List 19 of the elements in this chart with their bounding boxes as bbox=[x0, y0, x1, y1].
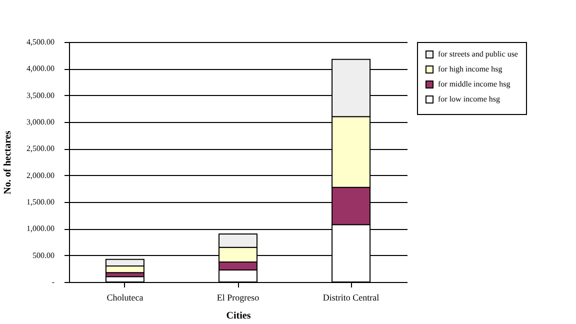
y-tick-label: 4,500.00 bbox=[26, 38, 54, 46]
y-tick-label: 2,500.00 bbox=[26, 144, 54, 154]
legend-label: for middle income hsg bbox=[438, 80, 510, 88]
y-tick-label: - bbox=[52, 278, 55, 286]
y-axis-title: No. of hectares bbox=[2, 130, 14, 194]
y-tick-label: 4,000.00 bbox=[26, 64, 54, 74]
x-axis-title: Cities bbox=[226, 310, 251, 322]
y-tick-label: 3,000.00 bbox=[26, 118, 54, 126]
y-tick-label: 2,000.00 bbox=[26, 170, 54, 180]
legend-label: for low income hsg bbox=[438, 94, 500, 104]
y-tick-label: 1,500.00 bbox=[26, 198, 54, 206]
y-tick-label: 3,500.00 bbox=[26, 90, 54, 100]
y-tick-label: 500.00 bbox=[32, 250, 54, 260]
y-tick-label: 1,000.00 bbox=[26, 224, 54, 234]
x-tick-label: El Progreso bbox=[216, 292, 260, 302]
legend-label: for streets and public use bbox=[438, 50, 518, 58]
x-tick-label: Distrito Central bbox=[322, 292, 380, 302]
legend-label: for high income hsg bbox=[438, 64, 502, 74]
x-tick-label: Choluteca bbox=[106, 292, 144, 302]
